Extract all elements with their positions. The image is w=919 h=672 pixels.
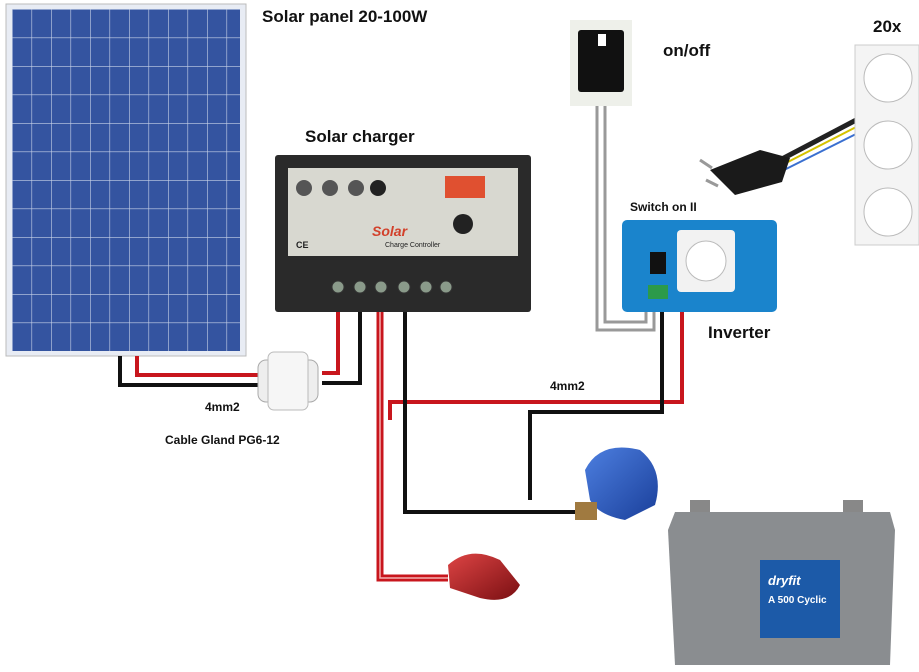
charger-led <box>370 180 386 196</box>
page: Solar Charge Controller CE dryfit A 500 … <box>0 0 919 672</box>
battery-model: A 500 Cyclic <box>768 595 827 606</box>
charger-mark: CE <box>296 240 309 250</box>
plug-pin <box>700 160 712 168</box>
inverter-switch <box>650 252 666 274</box>
wire-cord <box>782 124 862 165</box>
clamp-jaw <box>575 502 597 520</box>
charger-label: Solar charger <box>305 127 415 146</box>
charger-led <box>348 180 364 196</box>
inverter-terminal <box>648 285 668 299</box>
wire-label: 4mm2 <box>205 400 240 414</box>
inverter-socket <box>686 241 726 281</box>
wire-black <box>120 356 262 385</box>
wire-red <box>390 310 682 420</box>
charger-display <box>445 176 485 198</box>
red-clamp <box>448 554 520 600</box>
charger-led <box>322 180 338 196</box>
panel-cells <box>12 9 240 351</box>
wire-label: 4mm2 <box>550 379 585 393</box>
gland-label: Cable Gland PG6-12 <box>165 433 280 447</box>
switch-label: on/off <box>663 41 711 60</box>
charger-led <box>296 180 312 196</box>
cable-gland <box>268 352 308 410</box>
battery-brand: dryfit <box>768 573 801 588</box>
wire-red <box>137 356 262 375</box>
wire-red <box>380 290 448 578</box>
panel-label: Solar panel 20-100W <box>262 7 428 26</box>
sockets <box>864 54 912 236</box>
wire-red <box>380 290 448 578</box>
switch-mark <box>598 34 606 46</box>
sockets-label: 20x <box>873 17 902 36</box>
charger-button <box>453 214 473 234</box>
charger-model: Charge Controller <box>385 242 441 249</box>
inverter-label: Inverter <box>708 323 771 342</box>
plug <box>710 150 790 195</box>
diagram: Solar Charge Controller CE dryfit A 500 … <box>0 0 919 672</box>
inverter-note: Switch on II <box>630 200 697 214</box>
charger-brand: Solar <box>372 223 409 239</box>
plug-pin <box>706 180 718 186</box>
